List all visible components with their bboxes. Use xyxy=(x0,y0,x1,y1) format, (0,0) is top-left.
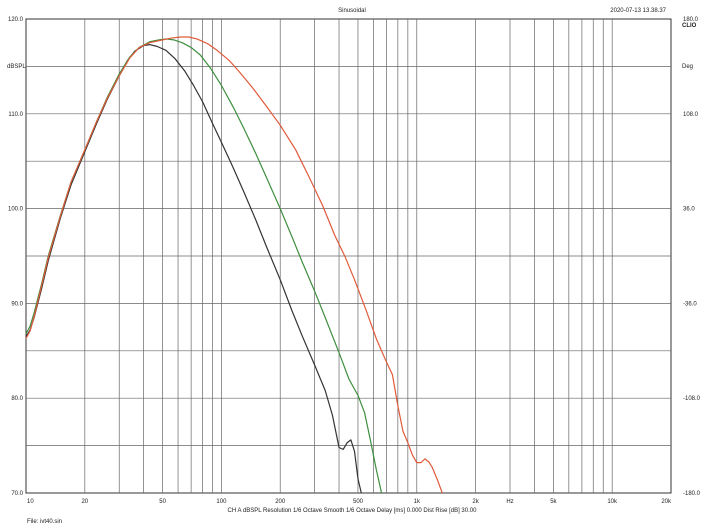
x-tick-labels: 10 20 50 100 200 500 1k 2k Hz 5k 10k 20k xyxy=(27,499,672,505)
y-axis-label-right: Deg xyxy=(682,64,693,70)
y-tick-label-left: 120.0 xyxy=(8,17,24,23)
y-tick-label-left: 80.0 xyxy=(11,396,23,402)
series-line-3 xyxy=(25,36,443,494)
y-tick-label-right: -180.0 xyxy=(683,491,701,497)
grid xyxy=(26,19,671,493)
x-tick-label: 2k xyxy=(472,499,479,505)
x-tick-label: 20k xyxy=(661,499,672,505)
x-tick-label: 10k xyxy=(607,499,618,505)
y-tick-label-right: 180.0 xyxy=(683,17,699,23)
x-tick-label: 10 xyxy=(27,499,34,505)
x-tick-label: 200 xyxy=(275,499,286,505)
y-tick-label-right: 108.0 xyxy=(683,112,699,118)
timestamp: 2020-07-13 13.38.37 xyxy=(610,8,666,14)
y-tick-labels: 120.0 180.0 110.0 108.0 100.0 36.0 90.0 -36.0 80… xyxy=(8,17,701,497)
x-tick-label: 5k xyxy=(550,499,557,505)
y-axis-label: dBSPL xyxy=(7,64,26,70)
y-tick-label-right: 36.0 xyxy=(683,207,695,213)
clio-logo: CLIO xyxy=(682,23,697,29)
series-line-1 xyxy=(25,44,362,494)
measurement-info: CH A dBSPL Resolution 1/6 Octave Smooth … xyxy=(228,508,478,514)
x-tick-label: 50 xyxy=(159,499,166,505)
y-tick-label-left: 70.0 xyxy=(11,491,23,497)
file-name: File: ivt40.sin xyxy=(27,519,62,525)
chart-title: Sinusoidal xyxy=(338,8,366,14)
series-group xyxy=(25,36,443,494)
x-tick-label: 100 xyxy=(216,499,227,505)
y-tick-label-left: 90.0 xyxy=(11,301,23,307)
x-tick-label: 1k xyxy=(414,499,421,505)
x-tick-label: Hz xyxy=(506,499,513,505)
x-tick-label: 20 xyxy=(81,499,88,505)
y-tick-label-left: 100.0 xyxy=(8,207,24,213)
y-tick-label-left: 110.0 xyxy=(8,112,23,118)
x-tick-label: 500 xyxy=(353,499,364,505)
y-tick-label-right: -36.0 xyxy=(683,301,697,307)
y-tick-label-right: -108.0 xyxy=(683,396,701,402)
